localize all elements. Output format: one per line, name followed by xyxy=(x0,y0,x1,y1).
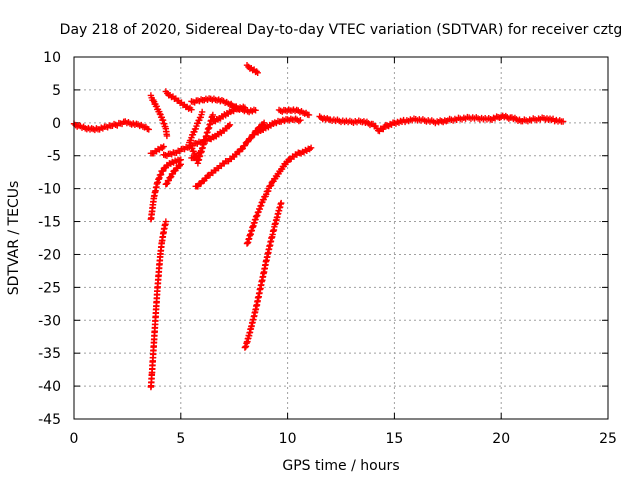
data-point xyxy=(185,105,192,112)
data-point xyxy=(306,145,313,153)
y-tick-label: -30 xyxy=(38,313,61,329)
data-point xyxy=(188,106,195,113)
x-tick-label: 0 xyxy=(70,431,79,447)
x-tick-label: 25 xyxy=(599,431,617,447)
y-tick-label: -40 xyxy=(38,379,61,395)
y-tick-label: -15 xyxy=(38,215,61,231)
data-point xyxy=(167,174,174,181)
y-tick-label: 0 xyxy=(52,116,61,132)
data-point xyxy=(159,144,166,152)
series-rise-8.0 xyxy=(241,199,285,351)
data-points xyxy=(70,61,567,391)
data-point xyxy=(297,116,304,124)
y-tick-label: -25 xyxy=(38,280,61,296)
series-scatter-misc xyxy=(186,108,217,167)
x-tick-label: 15 xyxy=(385,431,403,447)
data-point xyxy=(253,68,260,75)
y-tick-label: -20 xyxy=(38,247,61,263)
data-point xyxy=(145,126,152,133)
data-point xyxy=(163,132,171,140)
data-point xyxy=(277,199,285,207)
y-tick-label: -5 xyxy=(47,149,61,165)
y-tick-label: -35 xyxy=(38,346,61,362)
data-point xyxy=(267,182,275,189)
x-tick-labels: 0 5 10 15 20 25 xyxy=(70,431,617,447)
plot-frame xyxy=(73,56,609,420)
series-rise-4.2 xyxy=(160,121,234,159)
data-point xyxy=(254,69,261,76)
data-point xyxy=(559,118,567,125)
y-tick-label: -10 xyxy=(38,182,61,198)
y-tick-label: 10 xyxy=(43,50,61,66)
data-point xyxy=(226,121,234,128)
series-rise-4.3 xyxy=(162,161,184,188)
series-rise-5.8 xyxy=(192,119,268,190)
data-point xyxy=(307,144,315,152)
x-tick-label: 5 xyxy=(176,431,185,447)
series-arc-pos-d xyxy=(209,103,249,125)
series-rise-8.5 xyxy=(252,115,304,136)
data-point xyxy=(162,218,170,225)
chart-title: Day 218 of 2020, Sidereal Day-to-day VTE… xyxy=(60,22,623,38)
series-baseline-early xyxy=(70,118,152,134)
data-point xyxy=(302,146,309,154)
data-point xyxy=(305,111,313,119)
data-point xyxy=(252,107,259,114)
data-point xyxy=(225,122,233,130)
data-point xyxy=(270,120,277,128)
series-baseline-late xyxy=(316,112,567,135)
data-point xyxy=(209,111,217,119)
y-tick-label: -45 xyxy=(38,412,61,428)
series-arc-pos-b xyxy=(162,88,195,113)
data-point xyxy=(247,135,254,142)
data-point xyxy=(160,143,167,150)
x-axis-label: GPS time / hours xyxy=(282,458,399,474)
y-axis-label: SDTVAR / TECUs xyxy=(6,181,22,296)
series-high-8 xyxy=(243,61,261,76)
series-rise-3.7 xyxy=(147,156,184,223)
series-rise-3.6 xyxy=(147,218,170,391)
series-arc-pos-a xyxy=(147,92,171,140)
x-tick-label: 10 xyxy=(279,431,297,447)
data-point xyxy=(301,110,308,117)
y-tick-labels: 10 5 0 -5 -10 -15 -20 -25 -30 -35 -40 -45 xyxy=(38,50,61,428)
series-rise-8.1 xyxy=(243,144,315,247)
data-point xyxy=(241,104,249,111)
data-point xyxy=(227,108,234,116)
data-point xyxy=(177,161,184,168)
x-tick-label: 20 xyxy=(492,431,510,447)
series-rise-3.8 xyxy=(147,143,167,157)
series-baseline-mid xyxy=(275,106,313,119)
y-tick-label: 5 xyxy=(52,83,61,99)
